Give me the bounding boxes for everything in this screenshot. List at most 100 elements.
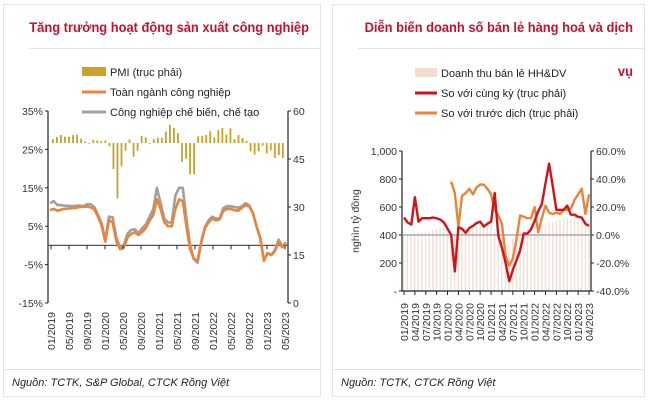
- legend-label-yoy: So với cùng kỳ (trục phải): [441, 88, 566, 100]
- x-axis-tick-label: 05/2020: [118, 312, 130, 350]
- revenue-bar: [581, 221, 583, 291]
- left-axis-tick-label: 400: [379, 230, 397, 242]
- x-axis-tick-label: 10/2022: [562, 303, 574, 341]
- legend-label-pmi: PMI (trục phải): [110, 67, 182, 79]
- pmi-bar: [245, 141, 248, 143]
- x-axis-tick-label: 01/2019: [46, 312, 58, 350]
- x-axis-tick-label: 01/2019: [399, 303, 411, 341]
- right-axis-tick-label: 0.0%: [596, 230, 620, 242]
- revenue-bar: [464, 229, 467, 291]
- pmi-bar: [169, 124, 171, 143]
- revenue-bar: [508, 244, 510, 291]
- pmi-bar: [132, 143, 135, 157]
- revenue-bar: [501, 237, 503, 291]
- revenue-bar: [512, 238, 514, 291]
- pmi-bar: [249, 143, 252, 152]
- pmi-bar: [269, 143, 272, 151]
- pmi-bar: [136, 143, 139, 151]
- right-axis-tick-label: -20.0%: [596, 258, 629, 270]
- left-axis-tick-label: 5%: [28, 221, 43, 233]
- x-axis-tick-label: 07/2020: [464, 303, 476, 341]
- pmi-bar: [160, 137, 163, 143]
- pre-covid-line: [450, 181, 591, 267]
- left-axis-tick-label: 35%: [22, 106, 43, 118]
- revenue-bar: [410, 234, 412, 291]
- revenue-bar: [446, 225, 448, 291]
- pmi-bar: [144, 137, 147, 143]
- revenue-bar: [552, 222, 554, 291]
- left-axis-tick-label: -: [394, 286, 398, 298]
- legend-label-manufacturing: Công nghiệp chế biến, chế tạo: [110, 107, 259, 119]
- pmi-bar: [209, 131, 212, 143]
- chart-title: Tăng trưởng hoạt động sản xuất công nghi…: [29, 5, 320, 49]
- right-axis-tick-label: 60: [293, 106, 305, 118]
- revenue-bar: [468, 227, 470, 291]
- x-axis-tick-label: 05/2022: [226, 312, 238, 350]
- revenue-bar: [490, 225, 492, 291]
- x-axis-tick-label: 10/2021: [519, 303, 531, 341]
- legend-swatch-pmi: [82, 67, 106, 76]
- x-axis-tick-label: 09/2022: [244, 312, 256, 350]
- left-axis-tick-label: 800: [379, 174, 397, 186]
- total-industry-line: [49, 198, 287, 263]
- x-axis-tick-label: 10/2019: [432, 303, 444, 341]
- legend-label-total: Toàn ngành công nghiệp: [110, 87, 231, 99]
- pmi-bar: [60, 135, 62, 143]
- pmi-bar: [241, 137, 244, 143]
- revenue-bar: [544, 225, 547, 291]
- pmi-bar: [72, 135, 74, 143]
- revenue-bar: [519, 232, 521, 291]
- x-axis-tick-label: 07/2022: [551, 303, 563, 341]
- manufacturing-line: [49, 186, 287, 265]
- revenue-bar: [424, 231, 427, 291]
- pmi-bar: [120, 143, 123, 167]
- source-note: Nguồn: TCTK, S&P Global, CTCK Rồng Việt: [4, 369, 320, 396]
- revenue-bar: [435, 228, 438, 291]
- pmi-bar: [56, 136, 58, 143]
- pmi-bar: [92, 139, 95, 143]
- revenue-bar: [493, 232, 496, 291]
- revenue-bar: [403, 233, 405, 291]
- revenue-bar: [443, 225, 445, 291]
- revenue-bar: [428, 230, 430, 291]
- x-axis-tick-label: 01/2020: [443, 303, 455, 341]
- left-axis-tick-label: -15%: [18, 298, 43, 310]
- pmi-bar: [108, 143, 111, 147]
- revenue-bar: [570, 218, 572, 291]
- right-axis-tick-label: 0: [293, 298, 299, 310]
- revenue-bar: [457, 237, 459, 291]
- left-axis-tick-label: 25%: [22, 144, 43, 156]
- pmi-bar: [76, 134, 79, 143]
- pmi-bar: [152, 138, 155, 143]
- x-axis-tick-label: 07/2019: [421, 303, 433, 341]
- x-axis-tick-label: 01/2022: [208, 312, 220, 350]
- pmi-bar: [229, 128, 232, 143]
- pmi-bar: [277, 143, 280, 156]
- revenue-bar: [450, 230, 452, 291]
- revenue-bar: [566, 218, 568, 291]
- revenue-bar: [530, 223, 532, 291]
- y-axis-title: nghìn tỷ đồng: [350, 189, 362, 253]
- right-axis-tick-label: 60.0%: [596, 146, 626, 158]
- x-axis-tick-label: 05/2021: [172, 312, 184, 350]
- revenue-bar: [497, 232, 499, 291]
- revenue-bar: [483, 223, 485, 291]
- pmi-bar: [217, 130, 220, 143]
- retail-sales-chart: Doanh thu bán lẻ HH&DV So với cùng kỳ (tr…: [350, 68, 629, 341]
- pmi-bar: [128, 139, 131, 143]
- legend-swatch-revenue: [415, 68, 437, 77]
- revenue-bar: [417, 232, 419, 291]
- x-axis-tick-label: 01/2021: [486, 303, 498, 341]
- left-axis-tick-label: 1,000: [371, 146, 397, 158]
- x-axis-tick-label: 01/2020: [100, 312, 112, 350]
- x-axis-tick-label: 01/2021: [154, 312, 166, 350]
- chart-title: Diễn biến doanh số bán lẻ hàng hoá và dị…: [357, 5, 644, 79]
- pmi-bar: [104, 140, 107, 143]
- revenue-bar: [548, 222, 550, 291]
- pmi-bar: [257, 143, 260, 152]
- right-axis-tick-label: -40.0%: [596, 286, 629, 298]
- revenue-bar: [413, 233, 416, 291]
- revenue-bar: [526, 228, 528, 291]
- revenue-bar: [461, 232, 463, 291]
- x-axis-tick-label: 09/2020: [136, 312, 148, 350]
